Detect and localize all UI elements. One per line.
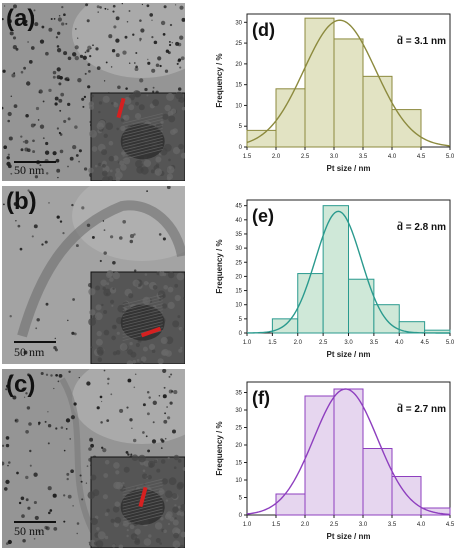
tem-texture-b bbox=[2, 186, 185, 364]
histogram-bar bbox=[304, 17, 335, 148]
histogram-bar bbox=[322, 205, 350, 334]
histogram-bar bbox=[304, 395, 335, 516]
x-tick-label: 2.0 bbox=[272, 154, 281, 160]
x-tick-label: 3.5 bbox=[370, 340, 379, 346]
x-tick-label: 4.5 bbox=[417, 154, 426, 160]
y-tick-label: 35 bbox=[235, 391, 242, 397]
x-tick-label: 5.0 bbox=[446, 340, 455, 346]
x-tick-label: 3.0 bbox=[344, 340, 353, 346]
scale-bar-label-a: 50 nm bbox=[14, 163, 45, 177]
y-tick-label: 20 bbox=[235, 443, 242, 449]
x-tick-label: 4.0 bbox=[395, 340, 404, 346]
y-axis-label: Frequency / % bbox=[215, 53, 224, 107]
y-tick-label: 5 bbox=[239, 496, 243, 502]
histogram-e-plot: 1.0 1.5 2.0 2.5 3.0 3.5 4.0 4.5 5.0 0 5 10 15 20 25 30 3… bbox=[215, 199, 455, 359]
histogram-bar bbox=[362, 448, 393, 516]
y-tick-label: 35 bbox=[235, 232, 242, 238]
y-tick-label: 25 bbox=[235, 260, 242, 266]
histogram-bar bbox=[333, 38, 364, 148]
tem-texture-a bbox=[2, 3, 185, 181]
histogram-d: 1.5 2.0 2.5 3.0 3.5 4.0 4.5 5.0 0 5 10 15 20 25 30 Pt s… bbox=[210, 4, 456, 179]
x-tick-label: 4.5 bbox=[420, 340, 429, 346]
y-tick-label: 30 bbox=[235, 246, 242, 252]
histogram-e: 1.0 1.5 2.0 2.5 3.0 3.5 4.0 4.5 5.0 0 5 10 15 20 25 30 3… bbox=[210, 190, 456, 365]
x-tick-label: 1.0 bbox=[243, 340, 252, 346]
y-tick-label: 0 bbox=[239, 145, 243, 151]
tem-image-a: (a) 50 nm bbox=[2, 3, 185, 181]
y-tick-label: 10 bbox=[235, 303, 242, 309]
y-tick-label: 15 bbox=[235, 83, 242, 89]
y-tick-label: 10 bbox=[235, 478, 242, 484]
y-tick-label: 0 bbox=[239, 513, 243, 519]
panel-label-a: (a) bbox=[6, 5, 36, 32]
panel-label: (f) bbox=[252, 388, 270, 408]
histogram-bar bbox=[420, 507, 451, 516]
y-axis-label: Frequency / % bbox=[215, 421, 224, 475]
histogram-bar bbox=[391, 109, 422, 148]
y-tick-label: 25 bbox=[235, 41, 242, 47]
tem-image-c: (c) 50 nm bbox=[2, 369, 185, 548]
y-tick-label: 20 bbox=[235, 274, 242, 280]
y-tick-label: 30 bbox=[235, 20, 242, 26]
x-tick-label: 2.0 bbox=[294, 340, 303, 346]
panel-label-c: (c) bbox=[6, 371, 36, 398]
x-tick-label: 5.0 bbox=[446, 154, 455, 160]
histogram-f: 1.0 1.5 2.0 2.5 3.0 3.5 4.0 4.5 0 5 10 15 20 25 30 35 Pt… bbox=[210, 372, 456, 547]
x-tick-label: 2.5 bbox=[301, 154, 310, 160]
x-tick-label: 2.5 bbox=[330, 522, 339, 528]
x-tick-label: 3.0 bbox=[359, 522, 368, 528]
y-tick-label: 40 bbox=[235, 218, 242, 224]
x-axis-label: Pt size / nm bbox=[326, 532, 370, 541]
y-tick-label: 15 bbox=[235, 289, 242, 295]
x-tick-label: 4.0 bbox=[417, 522, 426, 528]
x-tick-label: 1.0 bbox=[243, 522, 252, 528]
tem-texture-c bbox=[2, 369, 185, 548]
y-tick-label: 30 bbox=[235, 408, 242, 414]
histogram-bar bbox=[275, 493, 306, 516]
x-tick-label: 1.5 bbox=[272, 522, 281, 528]
x-tick-label: 2.5 bbox=[319, 340, 328, 346]
x-tick-label: 3.0 bbox=[330, 154, 339, 160]
panel-label-b: (b) bbox=[6, 188, 37, 215]
y-tick-label: 15 bbox=[235, 461, 242, 467]
gaussian-fit-line bbox=[246, 210, 450, 334]
histogram-d-plot: 1.5 2.0 2.5 3.0 3.5 4.0 4.5 5.0 0 5 10 15 20 25 30 Pt s… bbox=[215, 13, 455, 173]
y-tick-label: 5 bbox=[239, 317, 243, 323]
histogram-bar bbox=[333, 388, 364, 516]
x-tick-label: 3.5 bbox=[359, 154, 368, 160]
x-tick-label: 4.0 bbox=[388, 154, 397, 160]
x-axis-label: Pt size / nm bbox=[326, 350, 370, 359]
panel-label: (d) bbox=[252, 20, 275, 40]
mean-size-annotation: d̄ = 2.7 nm bbox=[397, 403, 446, 415]
histogram-bar bbox=[246, 129, 277, 148]
y-tick-label: 5 bbox=[239, 124, 243, 130]
x-tick-label: 1.5 bbox=[243, 154, 252, 160]
histogram-bar bbox=[297, 273, 324, 334]
x-tick-label: 2.0 bbox=[301, 522, 310, 528]
mean-size-annotation: d̄ = 3.1 nm bbox=[397, 35, 446, 47]
mean-size-annotation: d̄ = 2.8 nm bbox=[397, 221, 446, 233]
scale-bar-label-c: 50 nm bbox=[14, 524, 45, 538]
scale-bar-label-b: 50 nm bbox=[14, 345, 45, 359]
y-tick-label: 0 bbox=[239, 331, 243, 337]
panel-label: (e) bbox=[252, 206, 274, 226]
x-tick-label: 3.5 bbox=[388, 522, 397, 528]
histogram-f-plot: 1.0 1.5 2.0 2.5 3.0 3.5 4.0 4.5 0 5 10 15 20 25 30 35 Pt… bbox=[215, 381, 455, 541]
y-tick-label: 20 bbox=[235, 62, 242, 68]
tem-image-b: (b) 50 nm bbox=[2, 186, 185, 364]
gaussian-fit-line bbox=[246, 19, 451, 147]
x-tick-label: 4.5 bbox=[446, 522, 455, 528]
x-tick-label: 1.5 bbox=[268, 340, 277, 346]
y-axis-label: Frequency / % bbox=[215, 239, 224, 293]
y-tick-label: 25 bbox=[235, 426, 242, 432]
histogram-bar bbox=[362, 75, 393, 148]
x-axis-label: Pt size / nm bbox=[326, 164, 370, 173]
y-tick-label: 45 bbox=[235, 204, 242, 210]
gaussian-fit-line bbox=[246, 388, 451, 516]
histogram-bar bbox=[391, 476, 422, 516]
y-tick-label: 10 bbox=[235, 103, 242, 109]
histogram-bar bbox=[271, 318, 299, 334]
histogram-bar bbox=[348, 278, 375, 334]
